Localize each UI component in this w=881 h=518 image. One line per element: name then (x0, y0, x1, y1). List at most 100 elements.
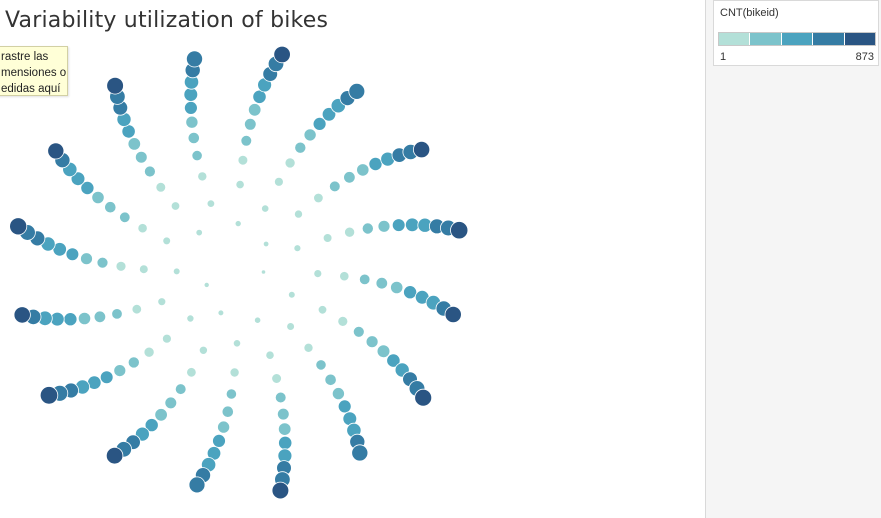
bubble-mark[interactable] (390, 280, 404, 295)
bubble-mark[interactable] (183, 87, 199, 102)
bubble-mark[interactable] (162, 236, 172, 246)
bubble-mark[interactable] (99, 370, 114, 385)
bubble-mark[interactable] (278, 435, 293, 450)
bubble-mark[interactable] (265, 350, 275, 360)
bubble-mark[interactable] (391, 218, 406, 232)
bubble-mark[interactable] (161, 333, 172, 344)
bubble-mark[interactable] (312, 117, 327, 131)
bubble-mark[interactable] (139, 264, 149, 275)
bubble-mark[interactable] (352, 325, 365, 338)
bubble-mark[interactable] (155, 182, 167, 193)
bubble-mark[interactable] (293, 209, 303, 219)
bubble-mark[interactable] (63, 312, 78, 327)
bubble-mark[interactable] (315, 359, 327, 371)
bubble-mark[interactable] (143, 346, 155, 358)
bubble-mark[interactable] (273, 45, 291, 64)
bubble-mark[interactable] (403, 285, 418, 300)
bubble-mark[interactable] (212, 433, 226, 448)
bubble-mark[interactable] (137, 223, 148, 234)
bubble-mark[interactable] (229, 367, 240, 378)
bubble-mark[interactable] (254, 316, 262, 324)
bubble-mark[interactable] (119, 211, 131, 224)
bubble-mark[interactable] (105, 447, 124, 465)
bubble-mark[interactable] (247, 103, 262, 117)
bubble-mark[interactable] (351, 444, 369, 462)
bubble-mark[interactable] (170, 201, 181, 211)
bubble-mark[interactable] (303, 128, 317, 142)
bubble-mark[interactable] (96, 256, 109, 269)
bubble-mark[interactable] (93, 310, 107, 324)
bubble-mark[interactable] (274, 391, 287, 404)
bubble-mark[interactable] (127, 137, 142, 151)
bubble-mark[interactable] (337, 315, 349, 327)
bubble-mark[interactable] (225, 388, 237, 400)
bubble-mark[interactable] (303, 342, 314, 353)
bubble-mark[interactable] (240, 135, 253, 147)
bubble-mark[interactable] (203, 281, 210, 288)
bubble-mark[interactable] (217, 420, 231, 434)
bubble-mark[interactable] (144, 418, 159, 433)
bubble-mark[interactable] (273, 176, 284, 187)
bubble-mark[interactable] (65, 247, 80, 262)
bubble-mark[interactable] (91, 190, 105, 205)
bubble-mark[interactable] (368, 156, 383, 171)
bubble-mark[interactable] (375, 277, 389, 290)
bubble-mark[interactable] (377, 219, 391, 233)
bubble-mark[interactable] (321, 107, 337, 122)
bubble-mark[interactable] (365, 335, 379, 349)
bubble-mark[interactable] (9, 217, 28, 236)
bubble-mark[interactable] (294, 141, 307, 154)
bubble-mark[interactable] (359, 273, 371, 286)
bubble-mark[interactable] (186, 314, 195, 323)
color-legend[interactable]: CNT(bikeid) 1 873 (713, 0, 879, 66)
bubble-mark[interactable] (324, 373, 337, 386)
bubble-mark[interactable] (287, 290, 296, 299)
bubble-mark[interactable] (80, 252, 93, 266)
bubble-mark[interactable] (271, 481, 290, 500)
bubble-mark[interactable] (386, 353, 401, 368)
bubble-mark[interactable] (197, 171, 208, 182)
bubble-mark[interactable] (262, 240, 270, 248)
bubble-mark[interactable] (356, 163, 370, 177)
bubble-mark[interactable] (331, 387, 345, 401)
bubble-mark[interactable] (191, 150, 203, 162)
bubble-mark[interactable] (111, 308, 123, 320)
bubble-mark[interactable] (361, 222, 374, 235)
bubble-mark[interactable] (322, 233, 333, 243)
bubble-chart[interactable] (0, 0, 705, 518)
bubble-mark[interactable] (450, 221, 469, 240)
bubble-mark[interactable] (13, 306, 31, 324)
bubble-mark[interactable] (104, 201, 117, 214)
bubble-mark[interactable] (271, 373, 282, 384)
bubble-mark[interactable] (284, 157, 296, 169)
bubble-mark[interactable] (278, 422, 292, 436)
bubble-mark[interactable] (412, 141, 431, 159)
bubble-mark[interactable] (313, 192, 324, 204)
bubble-mark[interactable] (217, 309, 225, 317)
bubble-mark[interactable] (343, 171, 356, 184)
bubble-mark[interactable] (127, 356, 140, 369)
bubble-mark[interactable] (135, 150, 148, 164)
bubble-mark[interactable] (348, 83, 366, 100)
bubble-mark[interactable] (260, 269, 267, 275)
bubble-mark[interactable] (186, 367, 197, 378)
bubble-mark[interactable] (39, 386, 59, 405)
bubble-mark[interactable] (235, 180, 245, 190)
bubble-mark[interactable] (47, 142, 65, 160)
bubble-mark[interactable] (237, 154, 249, 166)
bubble-mark[interactable] (164, 396, 178, 410)
bubble-mark[interactable] (172, 267, 181, 276)
bubble-mark[interactable] (115, 260, 127, 272)
bubble-mark[interactable] (143, 165, 156, 178)
bubble-mark[interactable] (444, 305, 462, 324)
bubble-mark[interactable] (244, 118, 257, 131)
bubble-mark[interactable] (286, 322, 295, 331)
bubble-mark[interactable] (174, 383, 187, 395)
bubble-mark[interactable] (131, 304, 143, 315)
bubble-mark[interactable] (187, 131, 200, 145)
bubble-mark[interactable] (185, 115, 199, 129)
bubble-mark[interactable] (195, 228, 203, 237)
bubble-mark[interactable] (339, 271, 350, 282)
bubble-mark[interactable] (206, 199, 216, 208)
bubble-mark[interactable] (106, 76, 124, 95)
